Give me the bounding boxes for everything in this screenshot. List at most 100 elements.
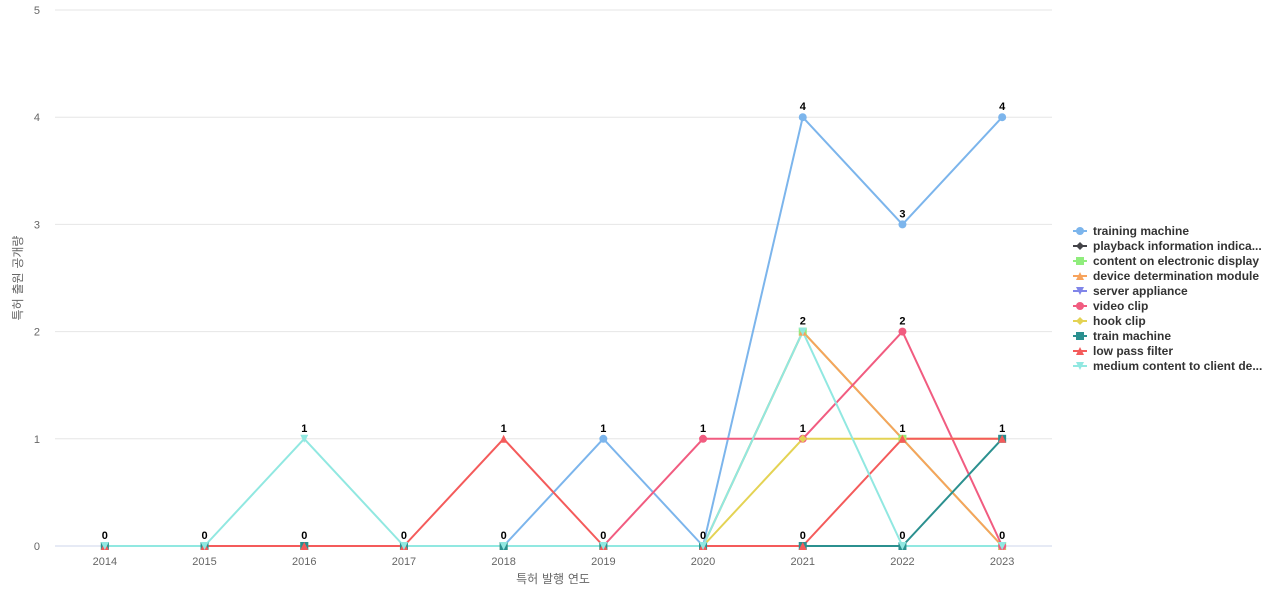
grid-lines	[55, 9, 1052, 547]
data-point[interactable]	[798, 113, 807, 122]
data-point[interactable]	[599, 434, 608, 443]
data-label: 2	[899, 316, 905, 328]
legend-item[interactable]: train machine	[1073, 329, 1171, 343]
legend-label[interactable]: medium content to client de...	[1093, 359, 1262, 373]
legend-marker	[1076, 287, 1084, 295]
data-point[interactable]	[998, 113, 1007, 122]
legend-label[interactable]: playback information indica...	[1093, 239, 1262, 253]
data-label: 1	[899, 423, 905, 435]
data-point[interactable]	[300, 434, 309, 443]
data-point[interactable]	[699, 542, 708, 550]
data-point[interactable]	[499, 542, 508, 550]
legend-marker	[1076, 242, 1084, 250]
data-point[interactable]	[200, 542, 209, 550]
legend-item[interactable]: hook clip	[1073, 314, 1146, 328]
legend-label[interactable]: video clip	[1093, 299, 1148, 313]
legend-label[interactable]: low pass filter	[1093, 344, 1173, 358]
data-label: 1	[301, 423, 307, 435]
data-point[interactable]	[798, 542, 807, 550]
data-labels: 0 0 1 0 0 1 0 1 0 1 0 4 2 1 0 3 2 1 0 4 1 0	[102, 101, 1006, 542]
series-lines	[104, 116, 1004, 547]
x-tick-label: 2017	[392, 556, 416, 568]
x-tick-label: 2016	[292, 556, 316, 568]
y-tick-label: 2	[34, 327, 40, 339]
data-point[interactable]	[898, 327, 907, 336]
legend-item[interactable]: video clip	[1073, 299, 1148, 313]
legend-item[interactable]: server appliance	[1073, 284, 1188, 298]
data-point[interactable]	[998, 542, 1007, 550]
series-line[interactable]	[104, 330, 1003, 547]
legend-label[interactable]: hook clip	[1093, 314, 1146, 328]
data-label: 0	[899, 530, 905, 542]
data-point[interactable]	[300, 542, 309, 550]
data-label: 0	[501, 530, 507, 542]
data-label: 0	[999, 530, 1005, 542]
data-point[interactable]	[898, 542, 907, 550]
x-tick-label: 2015	[192, 556, 216, 568]
data-label: 4	[999, 101, 1006, 113]
data-label: 0	[401, 530, 407, 542]
data-point[interactable]	[798, 434, 807, 443]
data-point[interactable]	[399, 542, 408, 550]
data-point[interactable]	[898, 434, 907, 443]
y-tick-label: 4	[34, 112, 40, 124]
data-point[interactable]	[898, 220, 907, 229]
legend-marker	[1076, 317, 1084, 325]
data-label: 0	[800, 530, 806, 542]
legend-item[interactable]: device determination module	[1073, 269, 1259, 283]
data-point[interactable]	[599, 542, 608, 550]
series-line[interactable]	[104, 437, 1003, 547]
data-label: 0	[201, 530, 207, 542]
legend-marker	[1076, 362, 1084, 370]
x-tick-label: 2020	[691, 556, 715, 568]
x-tick-label: 2014	[93, 556, 117, 568]
x-tick-label: 2022	[890, 556, 914, 568]
data-point[interactable]	[699, 434, 708, 443]
x-tick-label: 2021	[791, 556, 815, 568]
legend-marker	[1076, 302, 1084, 310]
data-label: 4	[800, 101, 807, 113]
data-label: 0	[600, 530, 606, 542]
legend-item[interactable]: low pass filter	[1073, 344, 1173, 358]
legend-marker	[1076, 272, 1084, 280]
y-axis-title: 특허 출원 공개량	[11, 236, 25, 321]
legend-marker	[1076, 257, 1084, 265]
y-tick-label: 3	[34, 219, 40, 231]
data-label: 1	[700, 423, 706, 435]
x-tick-label: 2023	[990, 556, 1014, 568]
legend-label[interactable]: training machine	[1093, 224, 1189, 238]
legend-label[interactable]: device determination module	[1093, 269, 1259, 283]
y-tick-label: 0	[34, 541, 40, 553]
legend-label[interactable]: server appliance	[1093, 284, 1188, 298]
legend-label[interactable]: content on electronic display	[1093, 254, 1259, 268]
legend-label[interactable]: train machine	[1093, 329, 1171, 343]
data-label: 2	[800, 316, 806, 328]
data-point[interactable]	[998, 434, 1007, 443]
y-axis-ticks: 0 1 2 3 4 5	[34, 5, 40, 553]
data-point[interactable]	[100, 542, 109, 550]
data-label: 1	[999, 423, 1005, 435]
data-label: 1	[501, 423, 507, 435]
data-label: 3	[899, 208, 905, 220]
legend-marker	[1076, 332, 1084, 340]
data-label: 0	[301, 530, 307, 542]
x-axis-title: 특허 발행 연도	[516, 571, 590, 586]
data-label: 1	[600, 423, 606, 435]
legend-item[interactable]: playback information indica...	[1073, 239, 1262, 253]
legend-marker	[1076, 347, 1084, 355]
legend-item[interactable]: training machine	[1073, 224, 1189, 238]
data-label: 1	[800, 423, 806, 435]
legend-marker	[1076, 227, 1084, 235]
series-markers	[100, 113, 1007, 550]
y-tick-label: 5	[34, 5, 40, 17]
data-label: 0	[700, 530, 706, 542]
x-tick-label: 2019	[591, 556, 615, 568]
data-label: 0	[102, 530, 108, 542]
data-point[interactable]	[499, 434, 508, 443]
legend-item[interactable]: content on electronic display	[1073, 254, 1259, 268]
data-point[interactable]	[798, 327, 807, 336]
legend-item[interactable]: medium content to client de...	[1073, 359, 1262, 373]
x-axis-ticks: 2014 2015 2016 2017 2018 2019 2020 2021 2022 2023	[93, 556, 1015, 568]
